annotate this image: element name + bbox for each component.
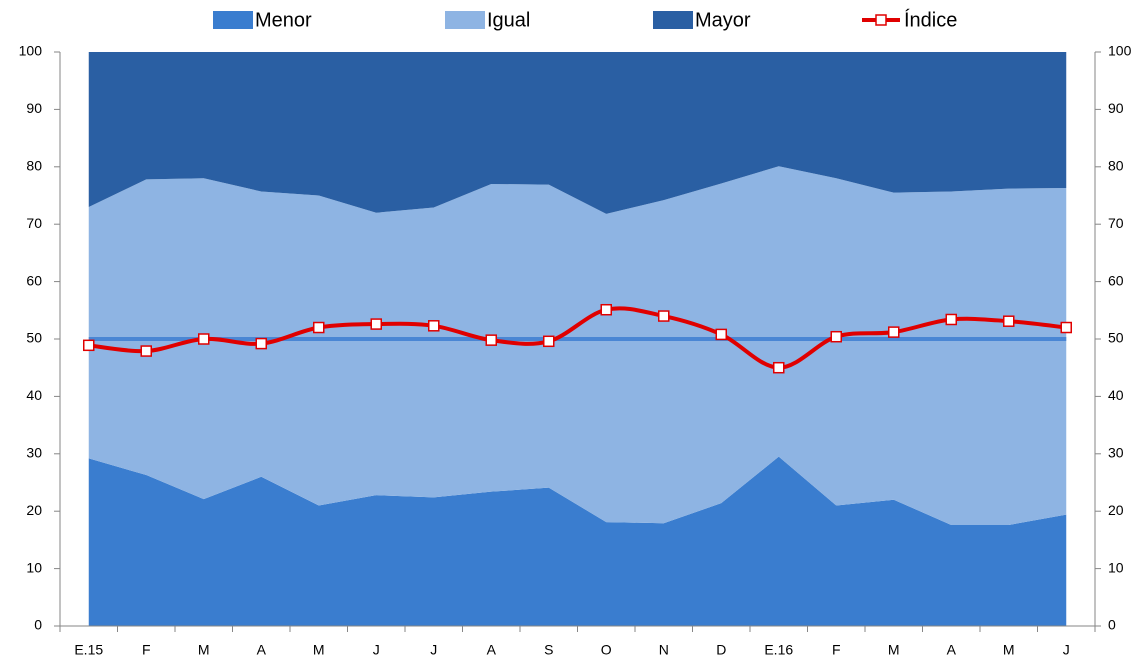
- y2-tick-label: 60: [1108, 272, 1124, 288]
- legend-label: Mayor: [695, 9, 751, 31]
- marker: [1060, 321, 1072, 334]
- x-tick-label: M: [198, 642, 210, 658]
- marker: [485, 334, 497, 346]
- legend-swatch: [213, 11, 253, 29]
- x-tick-label: S: [544, 642, 553, 658]
- x-tick-label: J: [1063, 642, 1070, 658]
- marker: [140, 345, 152, 357]
- marker: [773, 361, 785, 374]
- x-tick-label: M: [888, 642, 900, 658]
- x-tick-label: J: [430, 642, 437, 658]
- x-tick-label: E.15: [74, 642, 103, 658]
- legend-label: Menor: [255, 9, 312, 31]
- legend-label: Igual: [487, 9, 530, 31]
- y-tick-label: 100: [19, 43, 43, 59]
- y-tick-label: 20: [26, 502, 42, 518]
- y2-tick-label: 80: [1108, 158, 1124, 174]
- y-tick-label: 90: [26, 100, 42, 116]
- marker: [428, 320, 440, 332]
- y-tick-label: 30: [26, 445, 42, 461]
- x-tick-label: M: [1003, 642, 1015, 658]
- area: [88, 166, 1067, 525]
- marker: [313, 321, 325, 334]
- y2-tick-label: 50: [1108, 330, 1124, 346]
- marker: [830, 330, 842, 343]
- marker: [658, 310, 670, 322]
- y-tick-label: 0: [34, 617, 42, 633]
- y-tick-label: 60: [26, 272, 42, 288]
- marker: [600, 303, 612, 316]
- x-tick-label: M: [313, 642, 325, 658]
- marker: [543, 335, 555, 348]
- x-tick-label: J: [373, 642, 380, 658]
- y-tick-label: 10: [26, 559, 42, 575]
- x-tick-label: E.16: [764, 642, 793, 658]
- marker: [198, 333, 210, 345]
- marker: [715, 328, 727, 341]
- x-tick-label: D: [716, 642, 726, 658]
- x-tick-label: F: [832, 642, 841, 658]
- x-tick-label: N: [659, 642, 669, 658]
- marker: [888, 326, 900, 338]
- x-tick-label: A: [947, 642, 957, 658]
- area: [88, 52, 1067, 214]
- y-tick-label: 70: [26, 215, 42, 231]
- legend-swatch: [653, 11, 693, 29]
- y2-tick-label: 20: [1108, 502, 1124, 518]
- marker: [945, 313, 957, 326]
- y-tick-label: 40: [26, 387, 42, 403]
- y-tick-label: 80: [26, 158, 42, 174]
- x-tick-label: F: [142, 642, 151, 658]
- y-tick-label: 50: [26, 330, 42, 346]
- x-tick-label: A: [257, 642, 267, 658]
- marker: [255, 337, 267, 350]
- y2-tick-label: 10: [1108, 559, 1124, 575]
- x-tick-label: O: [601, 642, 612, 658]
- x-tick-label: A: [487, 642, 497, 658]
- y2-tick-label: 40: [1108, 387, 1124, 403]
- marker: [370, 318, 382, 330]
- marker: [83, 339, 95, 352]
- legend-swatch: [445, 11, 485, 29]
- legend-label: Índice: [904, 8, 957, 31]
- y2-tick-label: 90: [1108, 100, 1124, 116]
- y2-tick-label: 100: [1108, 43, 1132, 59]
- y2-tick-label: 0: [1108, 617, 1116, 633]
- y2-tick-label: 70: [1108, 215, 1124, 231]
- area: [88, 456, 1067, 626]
- marker: [1003, 315, 1015, 327]
- legend-swatch: [875, 14, 887, 26]
- y2-tick-label: 30: [1108, 445, 1124, 461]
